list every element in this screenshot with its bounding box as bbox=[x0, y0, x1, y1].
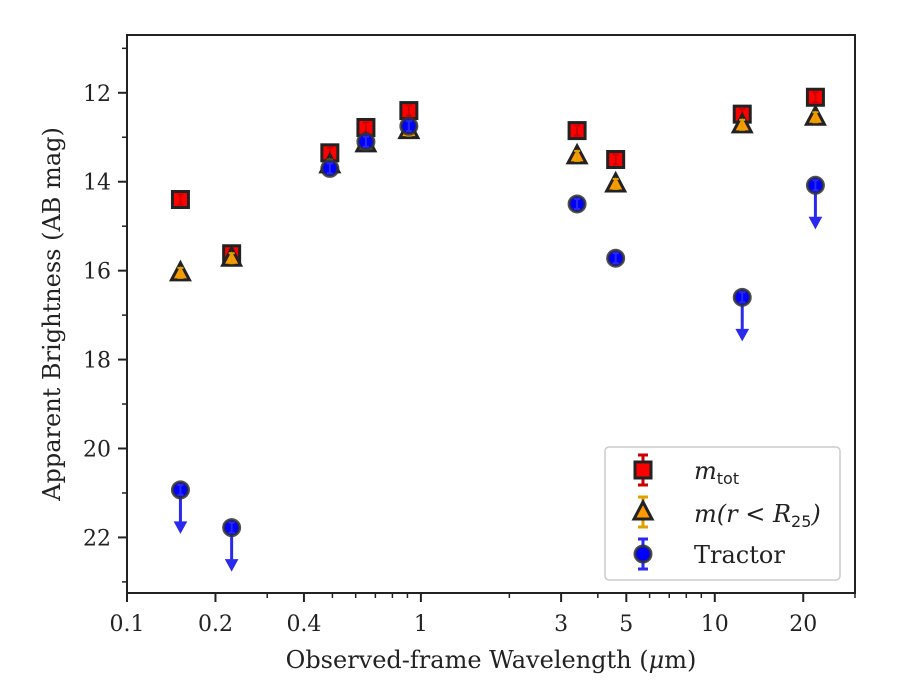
x-tick-label: 0.2 bbox=[198, 612, 233, 637]
x-tick-label: 1 bbox=[414, 612, 428, 637]
x-tick-label: 3 bbox=[554, 612, 568, 637]
legend-label-tractor: Tractor bbox=[694, 541, 785, 569]
x-tick-label: 5 bbox=[619, 612, 633, 637]
legend-marker-m-r25 bbox=[631, 498, 655, 521]
legend-marker-tractor bbox=[633, 544, 653, 564]
legend-marker-mtot bbox=[633, 460, 653, 480]
y-tick-label: 14 bbox=[83, 171, 111, 196]
y-axis-label: Apparent Brightness (AB mag) bbox=[38, 127, 66, 502]
y-tick-label: 20 bbox=[83, 437, 111, 462]
legend: mtot m(r < R25) Tractor bbox=[604, 446, 841, 581]
axis-ticks: 0.1 0.2 0.4 1 3 5 10 20 12 14 16 18 20 22 bbox=[83, 47, 856, 637]
legend-box bbox=[604, 446, 841, 581]
data-marks bbox=[168, 87, 827, 572]
x-axis-label: Observed-frame Wavelength (μm) bbox=[286, 646, 697, 674]
upper-limit-arrowhead bbox=[173, 521, 188, 534]
x-tick-label: 20 bbox=[789, 612, 817, 637]
upper-limit-arrowhead bbox=[808, 216, 823, 230]
x-tick-label: 0.4 bbox=[286, 612, 321, 637]
plot-frame bbox=[126, 34, 856, 594]
y-tick-label: 22 bbox=[83, 526, 111, 551]
legend-label-mtot: mtot bbox=[694, 457, 739, 488]
x-tick-label: 10 bbox=[701, 612, 729, 637]
upper-limit-arrowhead bbox=[735, 328, 750, 342]
x-tick-label: 0.1 bbox=[110, 612, 145, 637]
y-tick-label: 12 bbox=[83, 82, 111, 107]
series-tractor bbox=[170, 116, 825, 572]
series-m-r25 bbox=[168, 104, 827, 282]
upper-limit-arrowhead bbox=[224, 559, 239, 572]
y-tick-label: 16 bbox=[83, 260, 111, 285]
y-tick-label: 18 bbox=[83, 349, 111, 374]
legend-label-m-r25: m(r < R25) bbox=[694, 500, 821, 531]
series-mtot bbox=[170, 87, 825, 264]
